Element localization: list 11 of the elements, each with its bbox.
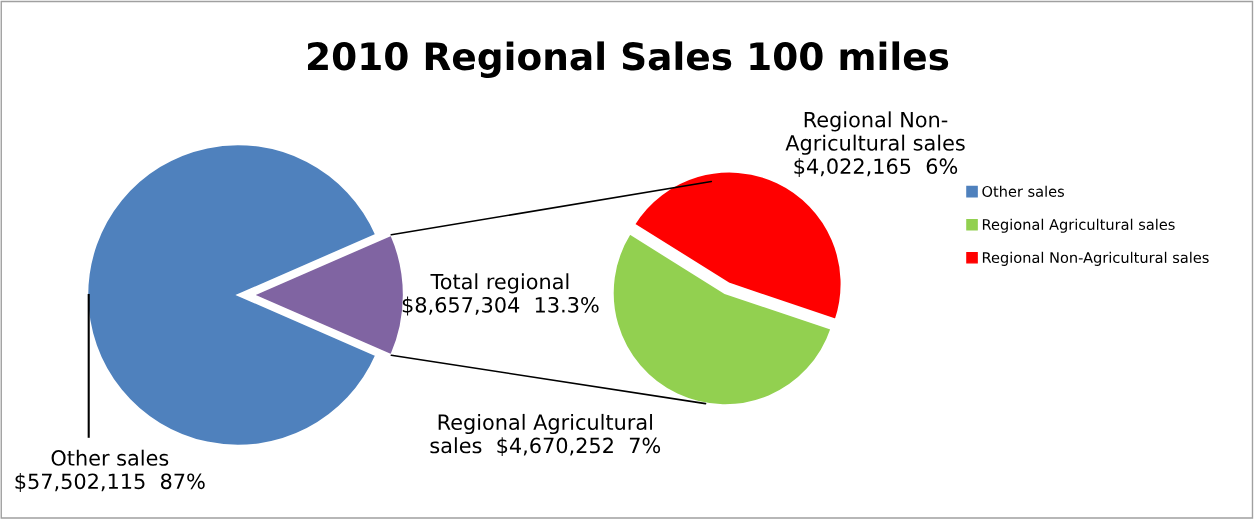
slice-label: Regional Non-Agricultural sales [785, 111, 965, 155]
slice-label: Other sales [51, 449, 169, 466]
data-label: $57,502,115 87% [15, 473, 205, 492]
legend-label: Regional Non-Agricultural sales [982, 251, 1209, 266]
slice-label: Total regional [430, 273, 569, 294]
data-label: $4,022,165 6% [794, 157, 958, 177]
legend-label: Regional Agricultural sales [982, 218, 1175, 233]
category-label: Regional Agricultural sales $4,670,252 7% [430, 413, 661, 457]
chart-title: 2010 Regional Sales 100 miles [307, 41, 949, 78]
data-label: $8,657,304 13.3% [402, 296, 599, 316]
legend-label: Other sales [982, 185, 1064, 197]
